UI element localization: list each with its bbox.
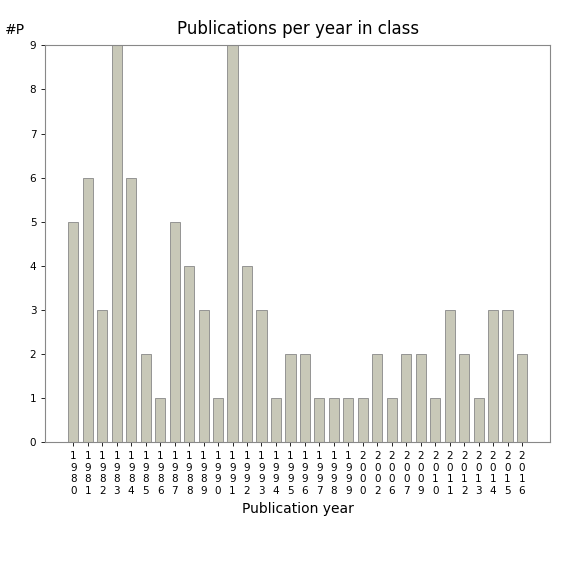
Bar — [445, 310, 455, 442]
Bar — [314, 398, 324, 442]
X-axis label: Publication year: Publication year — [242, 502, 354, 515]
Bar — [416, 354, 426, 442]
Bar — [517, 354, 527, 442]
Text: #P: #P — [5, 23, 25, 37]
Bar — [213, 398, 223, 442]
Bar — [198, 310, 209, 442]
Bar — [126, 177, 136, 442]
Bar — [358, 398, 368, 442]
Bar — [343, 398, 353, 442]
Bar — [184, 266, 194, 442]
Bar — [430, 398, 440, 442]
Title: Publications per year in class: Publications per year in class — [176, 20, 419, 38]
Bar — [300, 354, 310, 442]
Bar — [459, 354, 469, 442]
Bar — [170, 222, 180, 442]
Bar — [256, 310, 266, 442]
Bar — [155, 398, 165, 442]
Bar — [285, 354, 295, 442]
Bar — [473, 398, 484, 442]
Bar — [401, 354, 411, 442]
Bar — [83, 177, 93, 442]
Bar — [242, 266, 252, 442]
Bar — [98, 310, 107, 442]
Bar — [329, 398, 339, 442]
Bar — [271, 398, 281, 442]
Bar — [141, 354, 151, 442]
Bar — [488, 310, 498, 442]
Bar — [68, 222, 78, 442]
Bar — [387, 398, 397, 442]
Bar — [112, 45, 122, 442]
Bar — [372, 354, 382, 442]
Bar — [502, 310, 513, 442]
Bar — [227, 45, 238, 442]
